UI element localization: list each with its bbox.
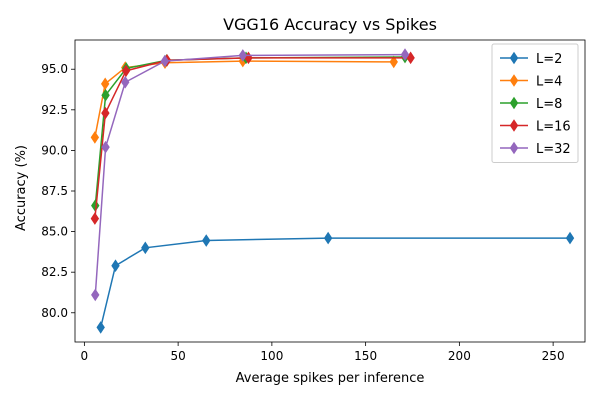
legend-item: L=2 — [500, 51, 562, 67]
legend-item: L=8 — [500, 96, 562, 112]
data-point — [100, 77, 110, 91]
series-l-4 — [90, 54, 398, 144]
data-point — [238, 49, 248, 62]
legend-label: L=2 — [536, 52, 562, 67]
x-tick-label: 200 — [448, 349, 471, 363]
data-point — [111, 259, 120, 272]
series-l-16 — [90, 51, 415, 225]
series-line — [94, 56, 406, 206]
y-tick-label: 95.0 — [41, 62, 68, 76]
legend-marker — [509, 119, 519, 132]
legend-marker — [509, 96, 519, 110]
x-tick-label: 250 — [542, 349, 565, 363]
data-point — [91, 288, 100, 302]
data-point — [101, 106, 110, 120]
data-point — [121, 64, 131, 78]
series-l-32 — [91, 48, 410, 302]
series-line — [99, 237, 570, 328]
data-point — [400, 48, 410, 61]
series-line — [94, 60, 394, 138]
legend-marker — [509, 74, 519, 87]
legend-label: L=32 — [536, 142, 571, 157]
data-point — [141, 241, 150, 255]
legend-label: L=4 — [536, 75, 562, 90]
x-axis: 0 50 100 150 200 250 — [81, 342, 565, 363]
chart-title: VGG16 Accuracy vs Spikes — [223, 15, 437, 34]
data-point — [90, 131, 100, 144]
data-point — [160, 54, 170, 68]
y-tick-label: 87.5 — [41, 184, 68, 198]
legend-item: L=16 — [500, 119, 571, 135]
legend-label: L=16 — [536, 120, 571, 135]
data-point — [565, 231, 575, 245]
legend-marker — [509, 51, 519, 65]
x-tick-label: 0 — [81, 349, 89, 363]
legend-item: L=4 — [500, 74, 562, 90]
data-point — [121, 75, 130, 89]
legend-item: L=32 — [500, 141, 571, 157]
y-tick-label: 92.5 — [41, 103, 68, 117]
y-axis-label: Accuracy (%) — [14, 145, 29, 231]
data-point — [323, 231, 333, 245]
x-axis-label: Average spikes per inference — [236, 371, 425, 386]
y-tick-label: 80.0 — [41, 306, 68, 320]
data-point — [389, 55, 398, 69]
legend-marker — [509, 141, 519, 155]
x-tick-label: 100 — [260, 349, 283, 363]
y-tick-label: 90.0 — [41, 143, 68, 157]
data-point — [202, 234, 211, 247]
data-point — [96, 321, 105, 334]
series-layer — [90, 48, 575, 334]
data-point — [90, 212, 100, 225]
data-point — [101, 88, 110, 102]
x-tick-label: 50 — [170, 349, 185, 363]
y-axis: 80.0 82.5 85.0 87.5 90.0 92.5 95.0 — [41, 62, 75, 320]
y-tick-label: 82.5 — [41, 265, 68, 279]
legend-box — [491, 43, 579, 163]
series-line — [94, 57, 411, 219]
series-line — [94, 53, 406, 295]
legend-label: L=8 — [536, 97, 562, 112]
y-tick-label: 85.0 — [41, 225, 68, 239]
legend: L=2 L=4 L=8 L=16 L=32 — [491, 43, 579, 163]
data-point — [101, 140, 110, 154]
x-tick-label: 150 — [354, 349, 377, 363]
series-l-2 — [96, 231, 575, 334]
